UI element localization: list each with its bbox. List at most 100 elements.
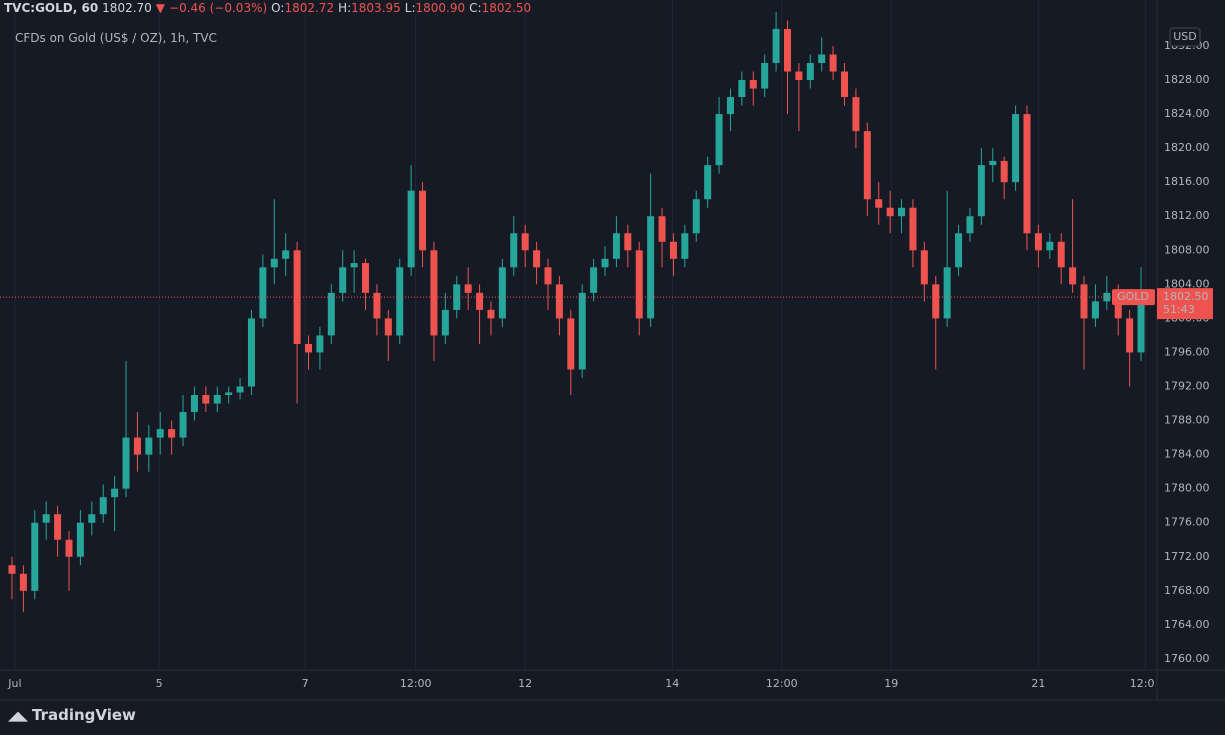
axes: 1760.00 1764.00 1768.00 1772.00 1776.00 1780.…	[7, 39, 1213, 690]
high-label: H:	[338, 1, 352, 15]
candle-body	[145, 437, 153, 455]
open-label: O:	[271, 1, 285, 15]
candle-body	[635, 250, 643, 319]
price-tag-name: GOLD	[1117, 290, 1149, 303]
candle-body	[225, 392, 233, 396]
candle-body	[1023, 114, 1031, 234]
candle-body	[909, 207, 917, 251]
candle-body	[373, 292, 381, 319]
candle-body	[236, 386, 244, 393]
y-tick-label: 1820.00	[1164, 141, 1210, 154]
candle-body	[715, 114, 723, 166]
y-tick-label: 1772.00	[1164, 550, 1210, 563]
candle-body	[726, 97, 734, 115]
candle-body	[54, 514, 62, 540]
y-tick-label: 1780.00	[1164, 482, 1210, 495]
candle-body	[122, 437, 130, 489]
candle-body	[316, 335, 324, 353]
candle-body	[624, 233, 632, 251]
candle-body	[932, 284, 940, 319]
subtitle: CFDs on Gold (US$ / OZ), 1h, TVC	[15, 31, 217, 45]
candle-body	[533, 250, 541, 268]
candle-body	[31, 522, 39, 591]
y-tick-label: 1804.00	[1164, 277, 1210, 290]
candle-body	[282, 250, 290, 259]
candle-body	[476, 292, 484, 310]
candle-body	[168, 429, 176, 438]
symbol: TVC:GOLD, 60	[4, 1, 99, 15]
logo-text: TradingView	[32, 706, 136, 724]
candle-body	[783, 28, 791, 72]
candle-body	[1000, 160, 1008, 183]
last: 1802.70	[102, 1, 152, 15]
candle-body	[213, 395, 221, 404]
candle-body	[1057, 241, 1065, 268]
candle-body	[498, 267, 506, 319]
candle-body	[863, 131, 871, 200]
candle-body	[1012, 114, 1020, 183]
candle-body	[407, 190, 415, 268]
y-tick-label: 1760.00	[1164, 652, 1210, 665]
price-tag-countdown: 51:43	[1163, 303, 1195, 316]
change: −0.46 (−0.03%)	[169, 1, 268, 15]
candle-body	[818, 54, 826, 63]
x-tick-label: 14	[665, 677, 679, 690]
x-tick-label: 12:00	[400, 677, 432, 690]
y-tick-label: 1812.00	[1164, 209, 1210, 222]
x-tick-label: 12	[518, 677, 532, 690]
candle-body	[1091, 301, 1099, 319]
low: 1800.90	[415, 1, 466, 15]
candle-body	[88, 514, 96, 523]
candle-body	[487, 309, 495, 319]
legend: TVC:GOLD, 60 1802.70 ▼ −0.46 (−0.03%) O:…	[4, 0, 531, 16]
candle-body	[875, 199, 883, 208]
y-tick-label: 1808.00	[1164, 243, 1210, 256]
candle-body	[464, 284, 472, 293]
currency: USD	[1173, 30, 1197, 43]
candle-body	[1114, 292, 1122, 319]
y-tick-label: 1788.00	[1164, 414, 1210, 427]
y-tick-label: 1792.00	[1164, 380, 1210, 393]
candle-body	[1103, 292, 1111, 302]
candle-body	[806, 62, 814, 81]
candle-body	[795, 71, 803, 81]
currency-box	[1169, 27, 1201, 47]
close-label: C:	[469, 1, 482, 15]
candle-body	[396, 267, 404, 336]
candle-body	[521, 233, 529, 251]
candle-body	[852, 97, 860, 132]
y-tick-label: 1828.00	[1164, 73, 1210, 86]
candle-body	[544, 267, 552, 285]
grid	[14, 0, 1147, 670]
high: 1803.95	[351, 1, 401, 15]
candle-body	[955, 233, 963, 268]
close: 1802.50	[481, 1, 532, 15]
candle-body	[943, 267, 951, 319]
candle-body	[658, 216, 666, 242]
candle-body	[601, 258, 609, 268]
candle-body	[441, 309, 449, 336]
candle-body	[1069, 267, 1077, 285]
candle-body	[1046, 241, 1054, 251]
candle-body	[304, 343, 312, 353]
candle-body	[590, 267, 598, 293]
candle-body	[841, 71, 849, 98]
candle-body	[749, 80, 757, 89]
candle-body	[247, 318, 255, 387]
candle-body	[133, 437, 141, 455]
candle-body	[578, 292, 586, 370]
candle-body	[886, 207, 894, 217]
candle-body	[704, 165, 712, 200]
candle-body	[989, 160, 997, 166]
plot	[0, 11, 1155, 613]
open: 1802.72	[284, 1, 335, 15]
candle-body	[669, 241, 677, 259]
candle-body	[384, 318, 392, 336]
y-tick-label: 1764.00	[1164, 618, 1210, 631]
candle-body	[966, 216, 974, 234]
candle-body	[761, 62, 769, 89]
candle-body	[681, 233, 689, 259]
logo: ◢◣ TradingView	[8, 706, 136, 724]
candle-body	[19, 573, 27, 591]
